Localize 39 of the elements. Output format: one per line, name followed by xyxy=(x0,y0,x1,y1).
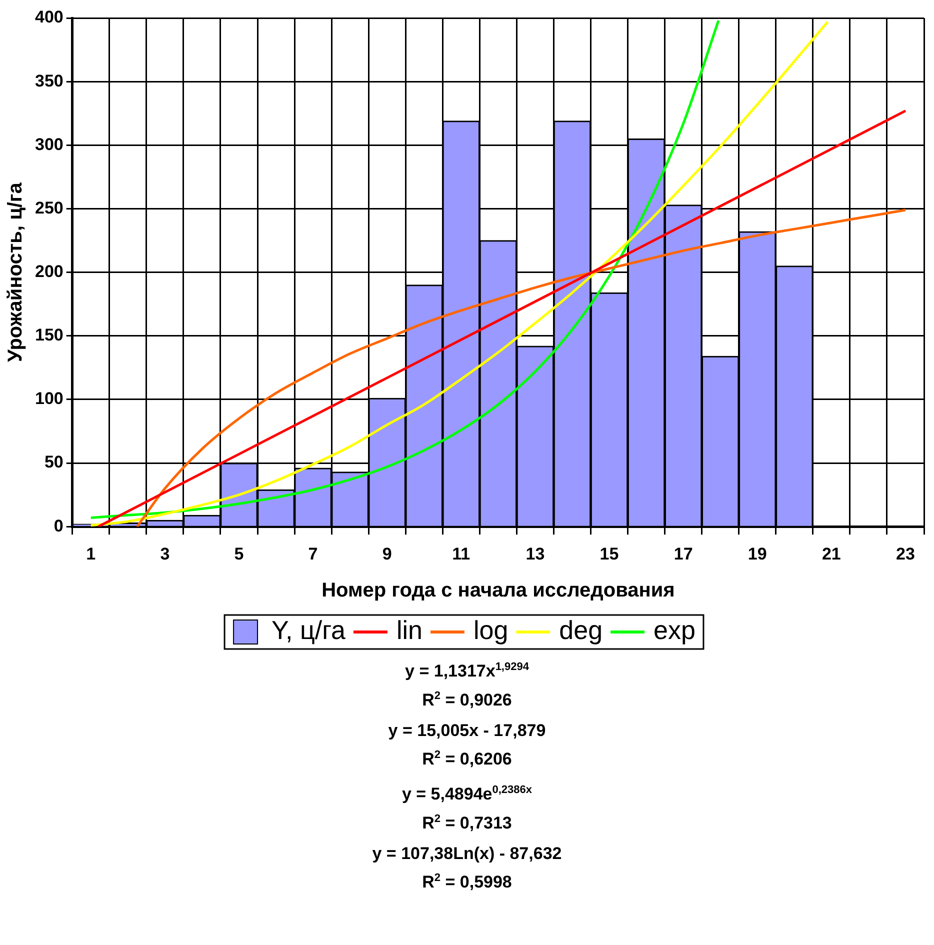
y-tick-label: 150 xyxy=(34,326,64,345)
text: y = 15,005x - 17,879 xyxy=(387,720,547,742)
x-tick-label: 5 xyxy=(234,544,244,564)
text: R$^{2}$ = 0,9026 xyxy=(421,688,513,712)
text: R$^{2}$ = 0,7313 xyxy=(421,812,513,834)
x-tick-label: 7 xyxy=(308,544,318,564)
x-tick-label: 9 xyxy=(382,544,392,564)
text: y = 107,38Ln(x) - 87,632 xyxy=(371,843,563,866)
line-series xyxy=(90,19,720,519)
y-tick-label: 50 xyxy=(44,452,64,472)
line-series xyxy=(136,208,907,527)
x-tick-label: 3 xyxy=(160,544,170,564)
y-tick-label: 350 xyxy=(34,71,64,90)
y-tick-label: 300 xyxy=(34,134,64,154)
x-tick-label: 19 xyxy=(748,544,767,564)
x-tick-label: 11 xyxy=(452,544,470,564)
legend-label: log xyxy=(473,615,508,646)
text: y = 1,1317x$^{1,9294}$ xyxy=(404,660,530,683)
y-axis-title: Урожайность, ц/га xyxy=(4,182,27,362)
y-tick-label: 200 xyxy=(34,262,64,281)
x-tick-label: 21 xyxy=(822,544,841,564)
text: R$^{2}$ = 0,6206 xyxy=(421,748,513,771)
text: y = 5,4894e$^{0,2386x}$ xyxy=(400,782,534,806)
y-tick-label: 400 xyxy=(34,8,64,27)
legend-label: deg xyxy=(559,615,603,646)
legend-label: Y, ц/га xyxy=(272,615,346,646)
x-tick-label: 17 xyxy=(674,544,693,564)
legend-label: lin xyxy=(396,615,422,646)
legend-label: exp xyxy=(654,615,696,646)
text: R$^{2}$ = 0,5998 xyxy=(421,871,513,894)
y-tick-label: 250 xyxy=(34,198,64,218)
x-tick-label: 1 xyxy=(86,544,96,564)
x-tick-label: 15 xyxy=(600,544,619,564)
line-series xyxy=(90,20,829,527)
x-tick-label: 13 xyxy=(526,544,545,564)
y-tick-label: 0 xyxy=(54,516,64,536)
y-tick-label: 100 xyxy=(34,389,64,408)
x-axis-title: Номер года с начала исследования xyxy=(322,580,675,602)
x-tick-label: 23 xyxy=(896,544,915,564)
